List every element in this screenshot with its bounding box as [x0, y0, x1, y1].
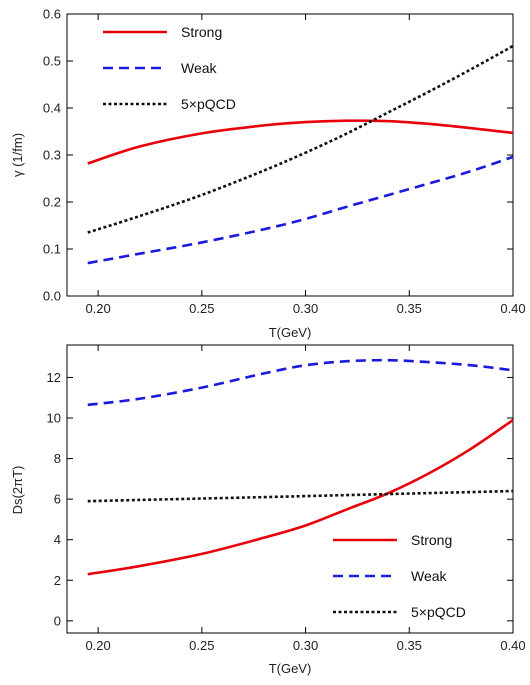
legend-label: Weak — [411, 568, 448, 584]
y-tick-label: 0.5 — [43, 54, 61, 69]
y-tick-label: 8 — [54, 451, 61, 466]
x-tick-label: 0.30 — [293, 638, 318, 653]
y-tick-label: 0 — [54, 613, 61, 628]
data-series — [87, 44, 514, 265]
legend-label: 5×pQCD — [181, 96, 236, 112]
legend: Strong Weak 5×pQCD — [103, 24, 236, 112]
y-axis-label: Ds(2πT) — [10, 466, 25, 515]
x-tick-label: 0.40 — [500, 638, 525, 653]
y-tick-label: 0.6 — [43, 7, 61, 22]
y-tick-label: 0.0 — [43, 289, 61, 304]
y-tick-label: 4 — [54, 532, 61, 547]
data-series — [87, 358, 514, 576]
y-tick-label: 0.3 — [43, 148, 61, 163]
x-tick-label: 0.20 — [85, 301, 110, 316]
legend: Strong Weak 5×pQCD — [333, 532, 466, 620]
y-tick-label: 0.2 — [43, 195, 61, 210]
legend-label: 5×pQCD — [411, 604, 466, 620]
x-tick-label: 0.30 — [293, 301, 318, 316]
y-tick-label: 2 — [54, 573, 61, 588]
y-tick-label: 10 — [47, 411, 61, 426]
series-line-strong — [87, 119, 514, 165]
y-tick-label: 0.1 — [43, 242, 61, 257]
x-tick-label: 0.20 — [85, 638, 110, 653]
x-tick-label: 0.35 — [397, 301, 422, 316]
x-tick-label: 0.25 — [189, 638, 214, 653]
x-axis-label: T(GeV) — [269, 661, 312, 676]
gamma-chart: 0.20 0.25 0.30 0.35 0.40 0.0 0.1 0.2 0.3 0.4 0.5 0.… — [10, 7, 526, 341]
y-tick-label: 6 — [54, 492, 61, 507]
x-axis-label: T(GeV) — [269, 325, 312, 340]
plot-frame — [66, 344, 514, 634]
legend-label: Strong — [411, 532, 452, 548]
y-tick-label: 0.4 — [43, 101, 61, 116]
x-tick-label: 0.40 — [500, 301, 525, 316]
series-line-5-pqcd — [87, 489, 514, 503]
series-line-weak — [87, 358, 514, 407]
x-tick-label: 0.25 — [189, 301, 214, 316]
y-tick-label: 12 — [47, 370, 61, 385]
series-line-strong — [87, 418, 514, 576]
series-line-weak — [87, 155, 514, 265]
x-tick-label: 0.35 — [397, 638, 422, 653]
plot-frame — [66, 13, 514, 297]
series-line-5-pqcd — [87, 44, 514, 234]
legend-label: Strong — [181, 24, 222, 40]
axis-ticks: 0.20 0.25 0.30 0.35 0.40 0.0 0.1 0.2 0.3 0.4 0.5 0.… — [43, 7, 526, 317]
diffusion-chart: 0.20 0.25 0.30 0.35 0.40 0 2 4 6 8 10 12 Strong Weak… — [10, 344, 526, 676]
legend-label: Weak — [181, 60, 218, 76]
axis-ticks: 0.20 0.25 0.30 0.35 0.40 0 2 4 6 8 10 12 — [47, 345, 526, 653]
y-axis-label: γ (1/fm) — [10, 133, 25, 177]
